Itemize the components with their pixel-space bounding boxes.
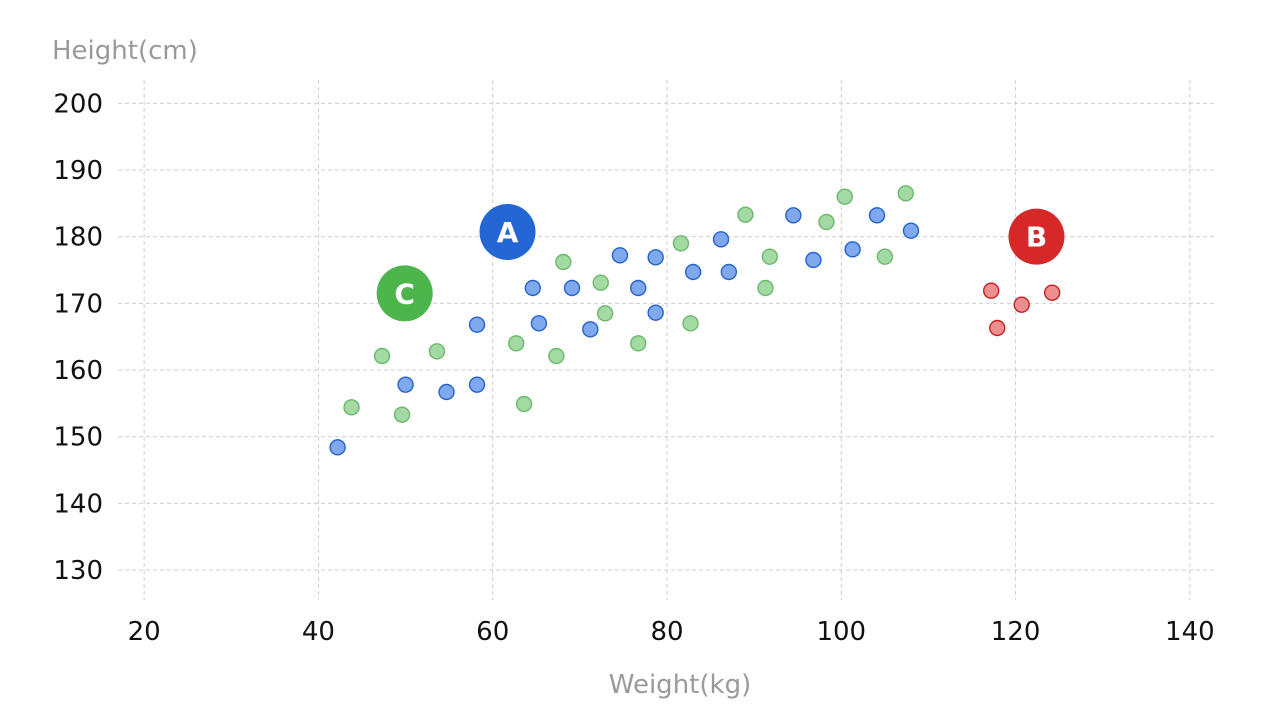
y-tick-label: 150 xyxy=(53,423,103,453)
cluster-badge-circle xyxy=(376,265,433,322)
data-point-a xyxy=(720,263,738,281)
data-point-c xyxy=(761,248,779,265)
y-tick-label: 140 xyxy=(53,489,103,519)
cluster-badge-label: C xyxy=(394,277,415,310)
data-point-a xyxy=(530,315,548,332)
data-point-a xyxy=(647,304,664,321)
data-point-b xyxy=(989,319,1006,337)
data-point-c xyxy=(672,235,690,252)
data-point-a xyxy=(868,207,886,224)
data-point-c xyxy=(548,347,565,365)
cluster-labels: A B C xyxy=(376,204,1065,322)
data-point-a xyxy=(468,376,486,393)
data-point-c xyxy=(757,279,774,297)
data-point-c xyxy=(428,343,446,360)
data-point-a xyxy=(712,231,730,248)
data-point-c xyxy=(596,305,614,322)
data-point-c xyxy=(682,315,699,332)
data-point-a xyxy=(805,251,822,269)
y-axis-ticks: 130 140 150 160 170 180 190 200 xyxy=(53,89,103,586)
data-point-c xyxy=(818,213,835,231)
cluster-badge-b: B xyxy=(1008,208,1065,265)
data-point-c xyxy=(515,395,533,413)
data-point-b xyxy=(1043,284,1061,301)
data-point-c xyxy=(897,185,914,202)
data-point-a xyxy=(647,249,664,266)
data-point-a xyxy=(468,316,486,333)
data-point-c xyxy=(393,406,411,423)
cluster-badge-label: B xyxy=(1026,221,1047,254)
y-tick-label: 190 xyxy=(53,156,103,186)
y-tick-label: 160 xyxy=(53,356,103,386)
data-point-c xyxy=(630,335,647,352)
x-tick-label: 40 xyxy=(302,617,335,647)
data-point-a xyxy=(397,376,414,393)
data-point-a xyxy=(630,279,647,297)
y-tick-label: 180 xyxy=(53,223,103,253)
data-point-c xyxy=(508,335,525,352)
cluster-badge-c: C xyxy=(376,265,433,322)
data-point-a xyxy=(611,247,629,264)
x-tick-label: 100 xyxy=(816,617,866,647)
y-tick-label: 130 xyxy=(53,556,103,586)
data-point-b xyxy=(982,282,1000,299)
x-tick-label: 80 xyxy=(650,617,683,647)
x-axis-title: Weight(kg) xyxy=(609,670,751,700)
data-point-c xyxy=(876,248,894,265)
cluster-badge-circle xyxy=(479,204,536,260)
data-point-a xyxy=(785,207,802,224)
x-tick-label: 60 xyxy=(476,617,509,647)
data-points xyxy=(329,185,1061,456)
data-point-c xyxy=(836,188,853,205)
data-point-a xyxy=(844,241,861,258)
data-point-c xyxy=(555,253,572,271)
data-point-c xyxy=(737,206,754,223)
data-point-a xyxy=(438,383,455,401)
cluster-badge-circle xyxy=(1008,208,1065,265)
data-point-a xyxy=(329,439,346,456)
x-axis-ticks: 20 40 60 80 100 120 140 xyxy=(128,617,1215,647)
y-tick-label: 170 xyxy=(53,289,103,319)
data-point-a xyxy=(582,321,599,338)
data-point-a xyxy=(524,279,541,297)
y-tick-label: 200 xyxy=(53,89,103,119)
grid xyxy=(118,80,1216,600)
data-point-c xyxy=(592,274,609,291)
data-point-c xyxy=(373,347,391,365)
cluster-badge-label: A xyxy=(497,216,519,249)
data-point-a xyxy=(684,263,702,281)
x-tick-label: 120 xyxy=(991,617,1041,647)
y-axis-title: Height(cm) xyxy=(52,36,198,66)
data-point-a xyxy=(563,279,581,297)
data-point-c xyxy=(343,399,360,416)
x-tick-label: 20 xyxy=(128,617,161,647)
cluster-badge-a: A xyxy=(479,204,536,260)
data-point-b xyxy=(1013,296,1030,313)
data-point-a xyxy=(902,222,920,239)
x-tick-label: 140 xyxy=(1165,617,1215,647)
